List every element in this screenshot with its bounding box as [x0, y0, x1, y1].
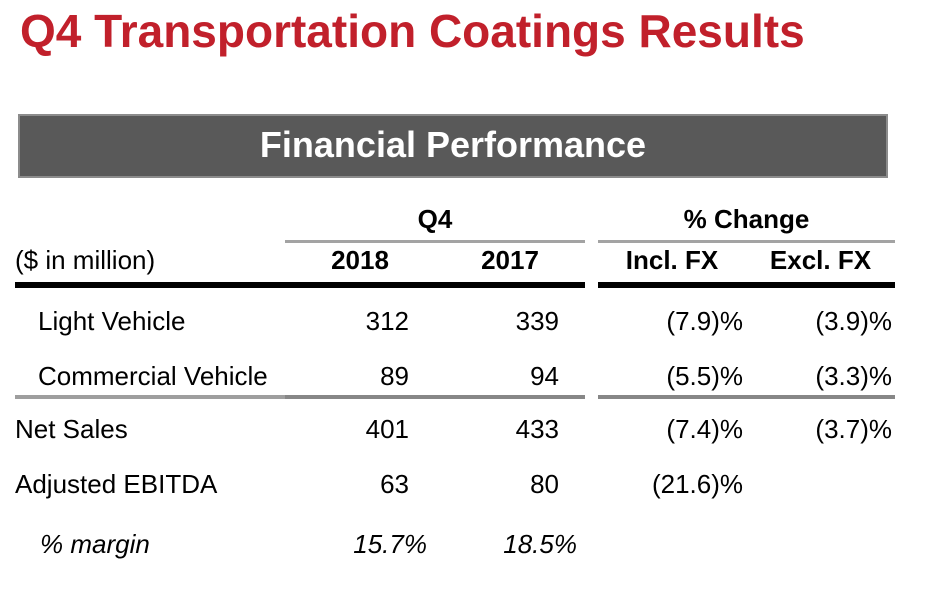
table-row-adjusted-ebitda: Adjusted EBITDA 63 80 (21.6)%: [15, 450, 895, 505]
section-banner-title: Financial Performance: [259, 124, 647, 165]
cell-incl-fx: (7.4)%: [666, 414, 743, 444]
cell-2018: 401: [365, 414, 409, 444]
col-header-2017: 2017: [435, 243, 585, 288]
column-group-gap: [585, 243, 598, 288]
cell-incl-fx: (21.6)%: [651, 469, 743, 499]
cell-2018: 89: [285, 350, 435, 399]
group-header-spacer: [15, 195, 285, 243]
table-group-header-row: Q4 % Change: [15, 195, 895, 243]
row-label: % margin: [40, 529, 150, 559]
unit-label: ($ in million): [15, 243, 285, 288]
col-header-2018: 2018: [285, 243, 435, 288]
cell-2017: 94: [435, 350, 585, 399]
cell-excl-fx: (3.9)%: [815, 306, 892, 336]
cell-incl-fx: (7.9)%: [666, 306, 743, 336]
cell-2018: 15.7%: [353, 529, 427, 559]
row-label: Commercial Vehicle: [15, 350, 285, 399]
column-group-gap: [585, 195, 598, 243]
column-group-gap: [585, 450, 598, 505]
financial-performance-table: Q4 % Change ($ in million) 2018 2017 Inc…: [15, 195, 895, 563]
row-label: Net Sales: [15, 414, 128, 444]
table-row-net-sales: Net Sales 401 433 (7.4)% (3.7)%: [15, 399, 895, 450]
cell-2017: 18.5%: [503, 529, 577, 559]
page-title: Q4 Transportation Coatings Results: [20, 5, 805, 57]
cell-2017: 433: [515, 414, 559, 444]
cell-incl-fx: (5.5)%: [598, 350, 746, 399]
column-group-gap: [585, 505, 598, 563]
col-header-incl-fx: Incl. FX: [598, 243, 746, 288]
cell-excl-fx: (3.3)%: [746, 350, 895, 399]
cell-excl-fx: [746, 450, 895, 505]
cell-2018: 63: [380, 469, 409, 499]
cell-2017: 339: [515, 306, 559, 336]
column-group-gap: [585, 399, 598, 450]
cell-excl-fx: [746, 505, 895, 563]
column-group-gap: [585, 288, 598, 350]
table-row-percent-margin: % margin 15.7% 18.5%: [15, 505, 895, 563]
table-row-commercial-vehicle: Commercial Vehicle 89 94 (5.5)% (3.3)%: [15, 350, 895, 399]
column-group-gap: [585, 350, 598, 399]
row-label: Adjusted EBITDA: [15, 469, 218, 499]
cell-excl-fx: (3.7)%: [815, 414, 892, 444]
group-header-percent-change: % Change: [598, 195, 895, 243]
cell-2017: 80: [530, 469, 559, 499]
section-banner: Financial Performance: [18, 114, 888, 178]
row-label: Light Vehicle: [38, 306, 186, 336]
cell-2018: 312: [365, 306, 409, 336]
group-header-q4: Q4: [285, 195, 585, 243]
col-header-excl-fx: Excl. FX: [746, 243, 895, 288]
table-header-row: ($ in million) 2018 2017 Incl. FX Excl. …: [15, 243, 895, 288]
cell-incl-fx: [598, 505, 746, 563]
table-row-light-vehicle: Light Vehicle 312 339 (7.9)% (3.9)%: [15, 288, 895, 350]
